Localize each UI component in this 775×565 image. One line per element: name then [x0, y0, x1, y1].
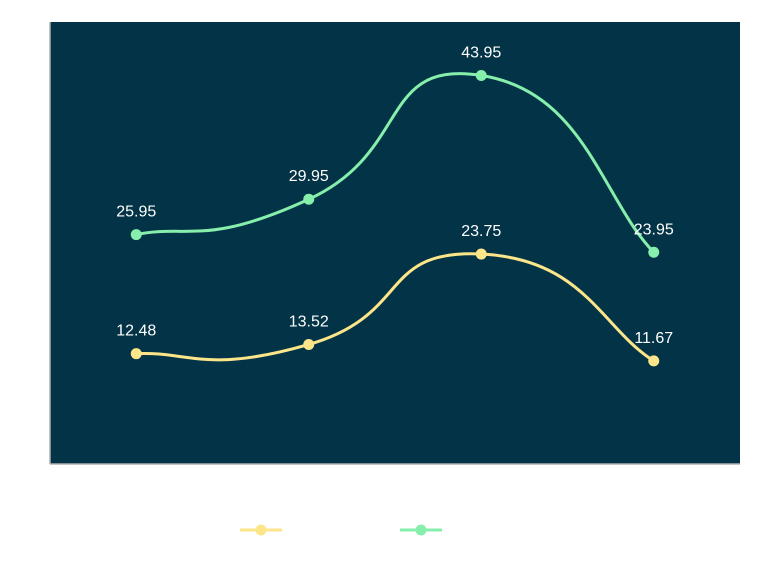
- legend-item-series-1[interactable]: [240, 524, 282, 536]
- series-1-data-label: 13.52: [289, 313, 329, 330]
- series-2-data-label: 29.95: [289, 168, 329, 185]
- legend-item-series-2[interactable]: [400, 524, 442, 536]
- series-1-point[interactable]: [130, 348, 142, 360]
- series-2-point[interactable]: [130, 229, 142, 241]
- series-2-point[interactable]: [648, 246, 660, 258]
- plot-background: [50, 22, 740, 464]
- data-labels-layer: 12.48 13.52 23.75 11.67 25.95 29.95 43.95 23.95: [116, 44, 674, 346]
- series-1-point[interactable]: [475, 248, 487, 260]
- series-1-line: [136, 252, 655, 363]
- legend[interactable]: [240, 524, 442, 536]
- series-2-point[interactable]: [475, 69, 487, 81]
- series-2-data-label: 43.95: [461, 44, 501, 61]
- series-1-point[interactable]: [648, 355, 660, 367]
- series-1-data-label: 11.67: [634, 330, 673, 347]
- legend-dot-marker: [255, 524, 267, 536]
- series-2-line: [135, 72, 655, 254]
- series-2-data-label: 25.95: [116, 204, 156, 221]
- series-1-point[interactable]: [303, 338, 315, 350]
- series-2-point[interactable]: [303, 193, 315, 205]
- series-layer: [130, 69, 660, 367]
- legend-dot-marker: [415, 524, 427, 536]
- series-1-data-label: 12.48: [116, 323, 156, 340]
- series-1-data-label: 23.75: [461, 223, 501, 240]
- series-2-data-label: 23.95: [634, 221, 674, 238]
